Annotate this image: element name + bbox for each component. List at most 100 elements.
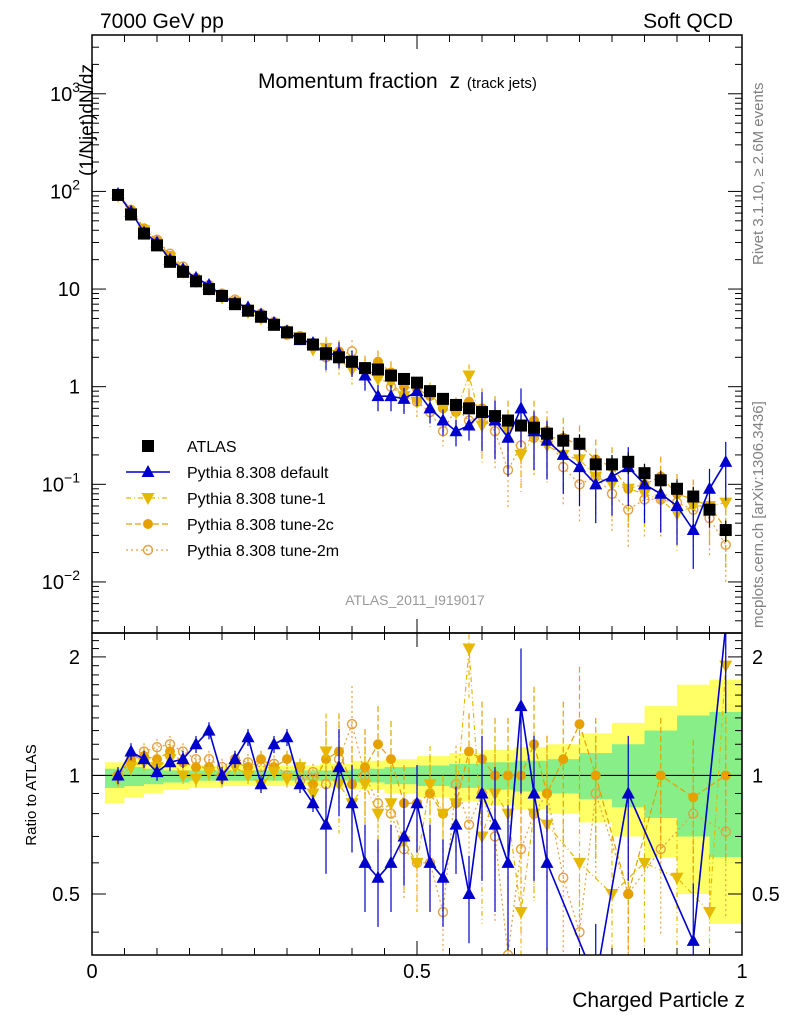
main-series-tune1-point — [514, 449, 528, 462]
main-series-data-point — [372, 363, 384, 376]
ratio-series-tune1-point — [703, 907, 716, 920]
y-tick-label: 102 — [50, 176, 80, 203]
ratio-series-default-point — [124, 744, 138, 757]
ratio-series-tune1-point — [514, 907, 528, 920]
main-series-default-point — [589, 477, 603, 490]
main-series-tune1-point — [462, 370, 476, 383]
ratio-ylabel: Ratio to ATLAS — [23, 744, 40, 845]
ratio-series-tune1-point — [202, 767, 216, 780]
ratio-series-tune2c-point — [308, 779, 318, 790]
ratio-series-tune1-point — [605, 888, 619, 901]
axis-ticks: 0 0.5 1 10−2 10−1 1 10 102 103 0.5 0.5 1 1 2 2 — [42, 34, 780, 983]
ratio-series-default-point — [306, 796, 320, 809]
main-series-default-point — [670, 498, 684, 511]
ratio-series-default-point — [621, 786, 635, 799]
ratio-series-tune1-point — [293, 762, 307, 775]
main-series-data-point — [606, 458, 618, 471]
legend-marker-tune1 — [141, 493, 155, 505]
main-series-default-point — [358, 368, 372, 381]
main-series-tune1-point — [719, 497, 733, 510]
main-series-data-point — [177, 265, 189, 278]
ratio-series-tune2c-point — [373, 739, 383, 750]
ratio-series-default-point — [436, 870, 450, 883]
main-series-data-point — [528, 421, 540, 434]
ratio-series-tune2m-point — [502, 949, 514, 955]
ratio-series-tune2c-point — [655, 770, 666, 781]
main-series-default-point — [654, 486, 668, 499]
ratio-series-tune1-point — [384, 798, 398, 811]
ratio-series-default-point — [267, 737, 281, 750]
main-series-data-point — [242, 304, 254, 317]
main-series-data-point — [515, 419, 527, 432]
ratio-series-tune1-line — [117, 648, 727, 914]
main-series-data-point — [424, 385, 436, 398]
ratio-series-tune1-point — [371, 808, 385, 821]
main-series-data-point — [541, 427, 553, 440]
ratio-series-tune2c-point — [282, 754, 292, 765]
main-series-default-point — [703, 481, 716, 494]
ratio-series-default-point — [527, 786, 541, 799]
legend-marker-tune2m — [142, 544, 154, 556]
main-series-default-point — [410, 384, 424, 397]
ratio-series-tune1-point — [124, 762, 138, 775]
ratio-series-default-point — [215, 768, 229, 781]
main-series-data-point — [359, 362, 371, 375]
ratio-series-default-point — [540, 855, 554, 868]
ratio-series-tune2c-point — [574, 719, 585, 730]
ratio-series-default-point — [371, 870, 385, 883]
ratio-series-tune2c-point — [256, 754, 266, 765]
main-series-data-point — [502, 414, 514, 427]
ratio-series-tune2c-point — [688, 792, 699, 803]
ratio-series-default-point — [111, 768, 125, 781]
main-series-default-point — [514, 401, 528, 414]
ratio-series-tune2c-point — [503, 770, 513, 781]
main-series-data-point — [573, 437, 586, 450]
main-series — [111, 187, 733, 584]
ratio-series-default-point — [189, 737, 203, 750]
main-series-data-point — [671, 482, 683, 495]
ratio-series-tune2c-point — [590, 770, 601, 781]
main-series-default-point — [719, 454, 733, 467]
main-series-default-point — [384, 389, 398, 402]
x-tick-label: 0.5 — [403, 961, 431, 983]
ratio-series-default-point — [293, 777, 307, 790]
ratio-series-default-point — [589, 974, 602, 986]
ratio-series-default-point — [449, 817, 463, 830]
ratio-series-default-point — [358, 855, 372, 868]
ratio-series-tune1-point — [436, 808, 450, 821]
main-series-data-point — [385, 369, 397, 382]
y-tick-label: 103 — [50, 79, 80, 106]
ratio-series-tune2c-point — [386, 754, 396, 765]
ratio-series-tune1-point — [423, 779, 437, 792]
ratio-series-tune2c-point — [623, 888, 634, 899]
main-series-default-point — [423, 401, 437, 414]
main-series-default-point — [397, 391, 411, 404]
ratio-series-tune1-point — [319, 746, 333, 759]
ratio-series-default-point — [397, 829, 411, 842]
ratio-series-default-point — [462, 886, 476, 899]
main-title: Momentum fraction z (track jets) — [258, 70, 537, 93]
ratio-series-tune2m-point — [463, 819, 475, 830]
main-series-data-point — [333, 351, 345, 364]
y-tick-label: 1 — [69, 377, 80, 399]
ratio-y-tick-label-right: 2 — [752, 647, 763, 669]
ratio-series-default-point — [423, 855, 437, 868]
x-tick-label: 1 — [736, 961, 747, 983]
main-series-data-point — [138, 227, 150, 240]
ratio-series-tune1-point — [358, 779, 372, 792]
ratio-series-default-point — [241, 730, 255, 743]
main-series-default-point — [573, 460, 586, 473]
ratio-series-tune1-point — [241, 770, 255, 783]
main-series-data-point — [589, 458, 602, 471]
analysis-label: ATLAS_2011_I919017 — [345, 592, 485, 608]
ratio-series-tune2c-point — [191, 762, 201, 773]
ratio-series-default-point — [345, 796, 359, 809]
legend-label-tune2c: Pythia 8.308 tune-2c — [187, 517, 334, 534]
ratio-series-default-point — [280, 730, 294, 743]
y-tick-label: 10 — [58, 279, 80, 301]
legend-marker-data — [142, 440, 154, 452]
ratio-series-tune1-point — [176, 770, 190, 783]
main-series-default-point — [371, 389, 385, 402]
main-series-tune1-point — [371, 373, 385, 386]
